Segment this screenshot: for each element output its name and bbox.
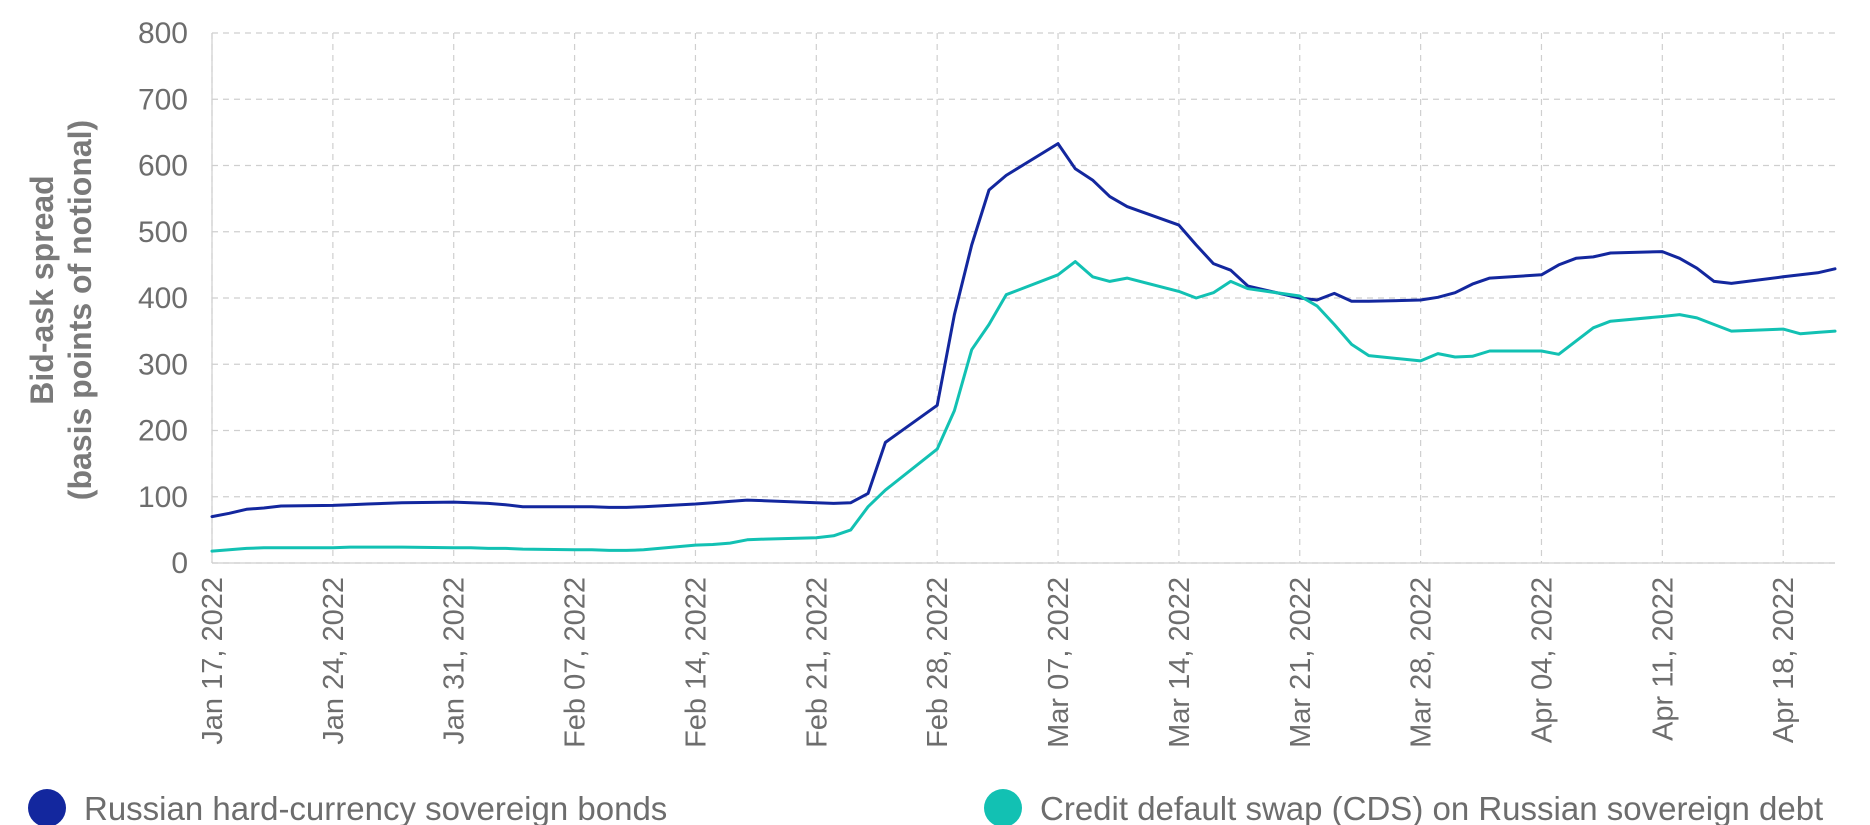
x-tick-label: Feb 21, 2022 <box>801 577 833 748</box>
x-axis-ticks: Jan 17, 2022 Jan 24, 2022 Jan 31, 2022 Feb … <box>197 577 1800 748</box>
y-tick-label: 800 <box>138 17 188 50</box>
x-tick-label: Feb 14, 2022 <box>680 577 712 748</box>
series-layer <box>210 142 1837 553</box>
x-tick-label: Jan 31, 2022 <box>439 577 471 745</box>
x-tick-label: Feb 28, 2022 <box>922 577 954 748</box>
x-tick-label: Mar 21, 2022 <box>1285 577 1317 748</box>
y-tick-label: 300 <box>138 348 188 381</box>
y-axis-title-line-2: (basis points of notional) <box>62 120 98 500</box>
legend-swatch-2 <box>984 789 1022 825</box>
x-tick-label: Mar 14, 2022 <box>1164 577 1196 748</box>
x-tick-label: Apr 04, 2022 <box>1526 577 1558 743</box>
series-line-1 <box>210 142 1837 519</box>
y-tick-label: 200 <box>138 415 188 448</box>
y-tick-label: 600 <box>138 150 188 183</box>
legend-swatch-1 <box>28 789 66 825</box>
x-tick-label: Mar 07, 2022 <box>1043 577 1075 748</box>
y-tick-label: 700 <box>138 83 188 116</box>
grid-layer <box>211 32 1835 564</box>
x-tick-label: Apr 11, 2022 <box>1647 577 1679 741</box>
x-tick-label: Jan 24, 2022 <box>318 577 350 745</box>
series-line-2 <box>210 260 1837 553</box>
y-axis-ticks: 0 100 200 300 400 500 600 700 800 <box>138 17 188 580</box>
legend-label-1: Russian hard-currency sovereign bonds <box>84 790 667 825</box>
y-tick-label: 0 <box>171 547 188 580</box>
x-tick-label: Jan 17, 2022 <box>197 577 229 745</box>
y-tick-label: 100 <box>138 481 188 514</box>
legend: Russian hard-currency sovereign bonds Cre… <box>28 789 1823 825</box>
y-axis-title-line-1: Bid-ask spread <box>24 175 60 404</box>
x-tick-label: Feb 07, 2022 <box>560 577 592 748</box>
x-tick-label: Apr 18, 2022 <box>1768 577 1800 743</box>
y-tick-label: 400 <box>138 282 188 315</box>
legend-label-2: Credit default swap (CDS) on Russian sov… <box>1040 790 1823 825</box>
x-tick-label: Mar 28, 2022 <box>1406 577 1438 748</box>
y-tick-label: 500 <box>138 216 188 249</box>
